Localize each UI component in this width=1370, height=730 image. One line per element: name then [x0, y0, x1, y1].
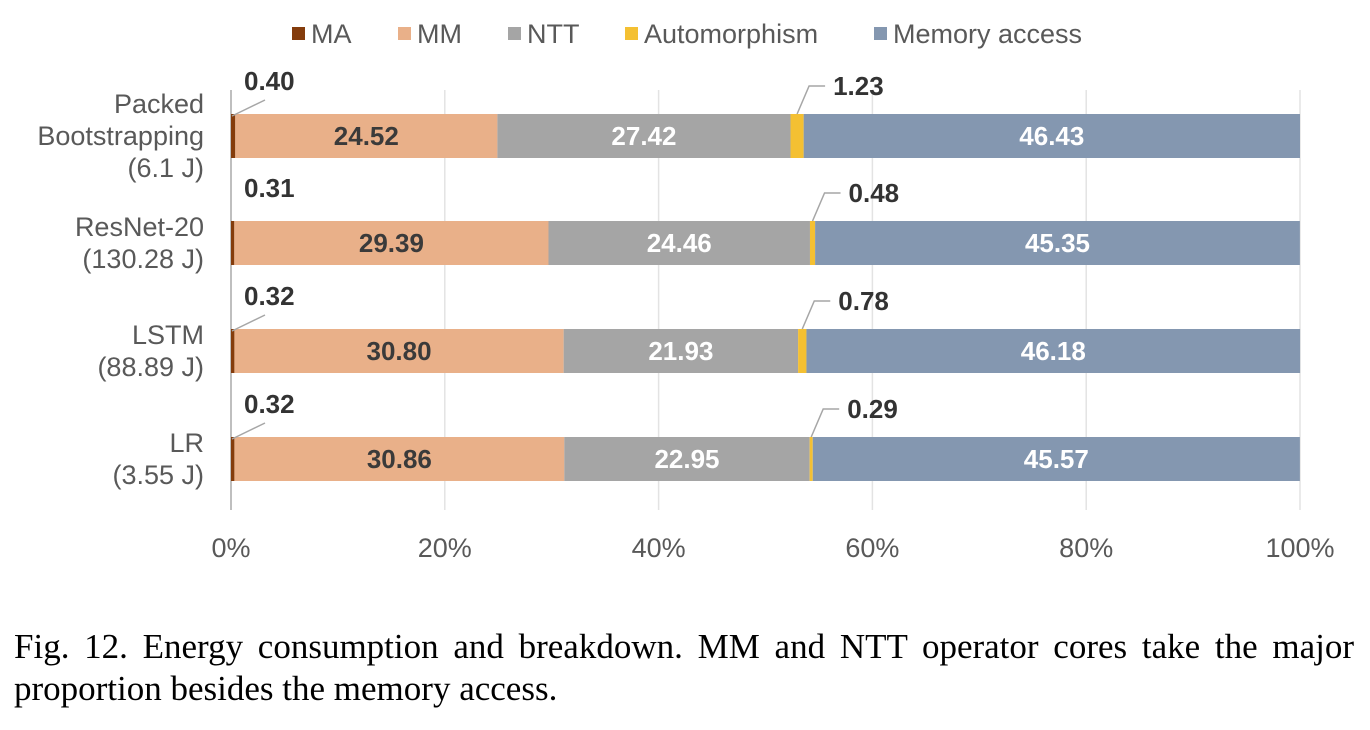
data-label-ma-2: 0.31 [244, 173, 295, 203]
data-label-memory-access-4: 45.57 [1024, 444, 1089, 474]
x-tick-0-label: 0% [211, 533, 250, 563]
leader-line-automorphism-4 [810, 408, 840, 438]
bar-ntt-2 [548, 221, 810, 265]
leader-line-automorphism-3 [801, 300, 831, 330]
legend-swatch-automorphism [625, 27, 638, 40]
bar-ma-4 [231, 437, 235, 481]
x-tick-100-label: 100% [1265, 533, 1334, 563]
legend-label-memory-access: Memory access [893, 19, 1082, 49]
data-label-automorphism-3: 0.78 [838, 286, 889, 316]
x-tick-80-label: 80% [1059, 533, 1113, 563]
leader-line-ma-4 [231, 422, 266, 440]
bar-automorphism-3 [798, 329, 807, 373]
data-label-automorphism-2: 0.48 [849, 178, 900, 208]
bars [231, 114, 1301, 481]
bar-memory-access-3 [806, 329, 1301, 373]
category-label-4: LR (3.55 J) [112, 428, 204, 490]
data-label-mm-2: 29.39 [359, 228, 424, 258]
data-label-mm-1: 24.52 [334, 121, 399, 151]
data-label-automorphism-4: 0.29 [847, 394, 898, 424]
data-label-ntt-2: 24.46 [647, 228, 712, 258]
leader-line-automorphism-2 [811, 192, 841, 222]
legend-swatch-memory-access [874, 27, 887, 40]
data-label-ma-3: 0.32 [244, 281, 295, 311]
data-label-memory-access-2: 45.35 [1025, 228, 1090, 258]
bar-mm-1 [235, 114, 498, 158]
data-label-memory-access-1: 46.43 [1019, 121, 1084, 151]
bar-automorphism-2 [809, 221, 816, 265]
data-label-ntt-3: 21.93 [648, 336, 713, 366]
stacked-bar-chart: 24.52 27.42 46.43 0.40 1.23 29.39 24.46 45.35 0.… [37, 19, 1334, 563]
data-label-ntt-4: 22.95 [654, 444, 719, 474]
data-label-ma-1: 0.40 [244, 66, 295, 96]
data-label-ma-4: 0.32 [244, 389, 295, 419]
bar-ntt-4 [564, 437, 810, 481]
legend-label-automorphism: Automorphism [644, 19, 818, 49]
data-label-mm-3: 30.80 [367, 336, 432, 366]
data-label-mm-4: 30.86 [367, 444, 432, 474]
bar-automorphism-1 [790, 114, 804, 158]
bar-ma-2 [231, 221, 235, 265]
data-label-memory-access-3: 46.18 [1021, 336, 1086, 366]
bar-ntt-3 [563, 329, 799, 373]
data-label-automorphism-1: 1.23 [833, 71, 884, 101]
x-tick-40-label: 40% [632, 533, 686, 563]
category-label-1: Packed Bootstrapping (6.1 J) [37, 89, 204, 183]
category-label-2: ResNet-20 (130.28 J) [75, 212, 204, 274]
bar-ma-1 [231, 114, 236, 158]
bar-mm-2 [234, 221, 549, 265]
bar-automorphism-4 [809, 437, 813, 481]
bar-memory-access-2 [815, 221, 1300, 265]
leader-line-automorphism-1 [796, 85, 826, 115]
leader-line-ma-1 [231, 99, 266, 117]
figure-caption: Fig. 12. Energy consumption and breakdow… [14, 627, 1354, 708]
legend-label-ntt: NTT [527, 19, 579, 49]
bar-ma-3 [231, 329, 235, 373]
legend-label-ma: MA [311, 19, 352, 49]
x-axis-ticks: 0% 20% 40% 60% 80% 100% [211, 533, 1334, 563]
bar-memory-access-1 [803, 114, 1300, 158]
legend-swatch-ntt [508, 27, 521, 40]
leader-line-ma-3 [231, 314, 266, 332]
bar-memory-access-4 [812, 437, 1300, 481]
category-labels: Packed Bootstrapping (6.1 J) ResNet-20 (130.… [37, 89, 204, 490]
x-tick-20-label: 20% [418, 533, 472, 563]
data-labels: 24.52 27.42 46.43 0.40 1.23 29.39 24.46 45.35 0.… [231, 66, 1090, 474]
legend-swatch-ma [292, 27, 305, 40]
category-label-3: LSTM (88.89 J) [97, 320, 204, 382]
bar-mm-3 [234, 329, 564, 373]
bar-ntt-1 [497, 114, 791, 158]
legend-label-mm: MM [417, 19, 462, 49]
data-label-ntt-1: 27.42 [611, 121, 676, 151]
x-tick-60-label: 60% [845, 533, 899, 563]
legend-swatch-mm [398, 27, 411, 40]
legend: MA MM NTT Automorphism Memory access [292, 19, 1082, 49]
bar-mm-4 [234, 437, 565, 481]
